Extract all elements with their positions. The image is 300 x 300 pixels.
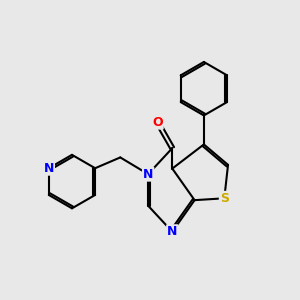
Text: S: S xyxy=(220,192,229,205)
Text: N: N xyxy=(44,162,54,175)
Text: N: N xyxy=(143,168,153,181)
Text: N: N xyxy=(167,225,178,238)
Text: O: O xyxy=(152,116,163,129)
